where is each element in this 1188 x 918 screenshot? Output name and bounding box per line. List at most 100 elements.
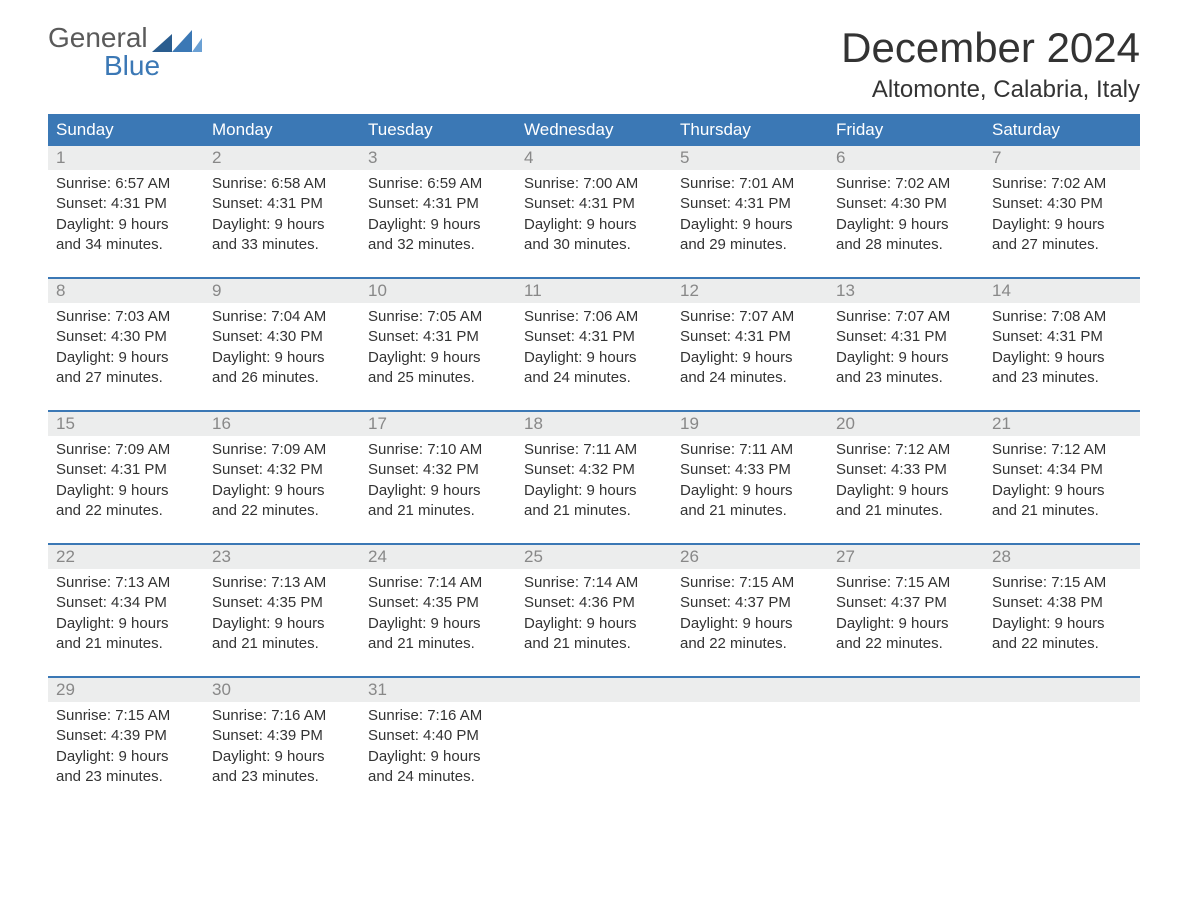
title-block: December 2024 Altomonte, Calabria, Italy: [841, 24, 1140, 104]
day-info: Sunrise: 7:11 AMSunset: 4:32 PMDaylight:…: [516, 436, 672, 521]
day-cell: 5Sunrise: 7:01 AMSunset: 4:31 PMDaylight…: [672, 146, 828, 255]
day-cell: [672, 678, 828, 787]
day-number: 31: [360, 678, 516, 702]
week-row: 29Sunrise: 7:15 AMSunset: 4:39 PMDayligh…: [48, 676, 1140, 787]
day-info: Sunrise: 7:02 AMSunset: 4:30 PMDaylight:…: [984, 170, 1140, 255]
day-number: 8: [48, 279, 204, 303]
day-number: 12: [672, 279, 828, 303]
month-title: December 2024: [841, 24, 1140, 72]
day-info: Sunrise: 7:07 AMSunset: 4:31 PMDaylight:…: [828, 303, 984, 388]
day-info: [828, 702, 984, 782]
logo-flag-icon: [152, 28, 202, 52]
day-info: Sunrise: 7:07 AMSunset: 4:31 PMDaylight:…: [672, 303, 828, 388]
day-info: Sunrise: 7:06 AMSunset: 4:31 PMDaylight:…: [516, 303, 672, 388]
day-cell: 11Sunrise: 7:06 AMSunset: 4:31 PMDayligh…: [516, 279, 672, 388]
day-info: Sunrise: 7:14 AMSunset: 4:36 PMDaylight:…: [516, 569, 672, 654]
day-number: 18: [516, 412, 672, 436]
day-cell: 8Sunrise: 7:03 AMSunset: 4:30 PMDaylight…: [48, 279, 204, 388]
day-cell: 28Sunrise: 7:15 AMSunset: 4:38 PMDayligh…: [984, 545, 1140, 654]
day-cell: 2Sunrise: 6:58 AMSunset: 4:31 PMDaylight…: [204, 146, 360, 255]
week-row: 1Sunrise: 6:57 AMSunset: 4:31 PMDaylight…: [48, 146, 1140, 255]
day-info: Sunrise: 7:16 AMSunset: 4:39 PMDaylight:…: [204, 702, 360, 787]
logo-word2: Blue: [104, 52, 202, 80]
header: General Blue December 2024 Altomonte, Ca…: [48, 24, 1140, 104]
day-cell: 25Sunrise: 7:14 AMSunset: 4:36 PMDayligh…: [516, 545, 672, 654]
day-info: Sunrise: 7:01 AMSunset: 4:31 PMDaylight:…: [672, 170, 828, 255]
day-number: 1: [48, 146, 204, 170]
day-of-week-header: SundayMondayTuesdayWednesdayThursdayFrid…: [48, 114, 1140, 146]
day-number: 26: [672, 545, 828, 569]
day-info: Sunrise: 7:09 AMSunset: 4:32 PMDaylight:…: [204, 436, 360, 521]
day-info: Sunrise: 7:15 AMSunset: 4:38 PMDaylight:…: [984, 569, 1140, 654]
day-cell: 27Sunrise: 7:15 AMSunset: 4:37 PMDayligh…: [828, 545, 984, 654]
day-number: 10: [360, 279, 516, 303]
day-number: [984, 678, 1140, 702]
day-cell: [516, 678, 672, 787]
dow-cell: Sunday: [48, 114, 204, 146]
day-number: 2: [204, 146, 360, 170]
day-info: Sunrise: 7:02 AMSunset: 4:30 PMDaylight:…: [828, 170, 984, 255]
day-number: 7: [984, 146, 1140, 170]
day-cell: 6Sunrise: 7:02 AMSunset: 4:30 PMDaylight…: [828, 146, 984, 255]
day-info: Sunrise: 7:00 AMSunset: 4:31 PMDaylight:…: [516, 170, 672, 255]
day-number: 24: [360, 545, 516, 569]
day-info: [984, 702, 1140, 782]
week-row: 22Sunrise: 7:13 AMSunset: 4:34 PMDayligh…: [48, 543, 1140, 654]
day-info: Sunrise: 7:15 AMSunset: 4:37 PMDaylight:…: [672, 569, 828, 654]
dow-cell: Monday: [204, 114, 360, 146]
day-cell: 24Sunrise: 7:14 AMSunset: 4:35 PMDayligh…: [360, 545, 516, 654]
day-number: 25: [516, 545, 672, 569]
dow-cell: Saturday: [984, 114, 1140, 146]
day-info: Sunrise: 7:12 AMSunset: 4:34 PMDaylight:…: [984, 436, 1140, 521]
day-cell: 4Sunrise: 7:00 AMSunset: 4:31 PMDaylight…: [516, 146, 672, 255]
day-number: 9: [204, 279, 360, 303]
day-cell: 17Sunrise: 7:10 AMSunset: 4:32 PMDayligh…: [360, 412, 516, 521]
day-number: 16: [204, 412, 360, 436]
day-info: Sunrise: 7:08 AMSunset: 4:31 PMDaylight:…: [984, 303, 1140, 388]
day-info: Sunrise: 7:05 AMSunset: 4:31 PMDaylight:…: [360, 303, 516, 388]
day-cell: 3Sunrise: 6:59 AMSunset: 4:31 PMDaylight…: [360, 146, 516, 255]
day-info: Sunrise: 7:13 AMSunset: 4:35 PMDaylight:…: [204, 569, 360, 654]
day-number: 21: [984, 412, 1140, 436]
day-info: [516, 702, 672, 782]
day-number: [516, 678, 672, 702]
day-cell: 21Sunrise: 7:12 AMSunset: 4:34 PMDayligh…: [984, 412, 1140, 521]
day-number: 14: [984, 279, 1140, 303]
day-info: Sunrise: 7:13 AMSunset: 4:34 PMDaylight:…: [48, 569, 204, 654]
day-number: 22: [48, 545, 204, 569]
day-info: Sunrise: 7:15 AMSunset: 4:39 PMDaylight:…: [48, 702, 204, 787]
day-cell: 26Sunrise: 7:15 AMSunset: 4:37 PMDayligh…: [672, 545, 828, 654]
day-info: Sunrise: 7:16 AMSunset: 4:40 PMDaylight:…: [360, 702, 516, 787]
day-number: 30: [204, 678, 360, 702]
day-cell: 10Sunrise: 7:05 AMSunset: 4:31 PMDayligh…: [360, 279, 516, 388]
day-info: Sunrise: 7:03 AMSunset: 4:30 PMDaylight:…: [48, 303, 204, 388]
day-cell: 16Sunrise: 7:09 AMSunset: 4:32 PMDayligh…: [204, 412, 360, 521]
day-cell: 19Sunrise: 7:11 AMSunset: 4:33 PMDayligh…: [672, 412, 828, 521]
dow-cell: Friday: [828, 114, 984, 146]
day-cell: [828, 678, 984, 787]
day-info: Sunrise: 7:12 AMSunset: 4:33 PMDaylight:…: [828, 436, 984, 521]
day-cell: 31Sunrise: 7:16 AMSunset: 4:40 PMDayligh…: [360, 678, 516, 787]
day-info: Sunrise: 6:57 AMSunset: 4:31 PMDaylight:…: [48, 170, 204, 255]
day-number: 13: [828, 279, 984, 303]
day-number: 4: [516, 146, 672, 170]
day-number: 19: [672, 412, 828, 436]
day-cell: 22Sunrise: 7:13 AMSunset: 4:34 PMDayligh…: [48, 545, 204, 654]
day-cell: 1Sunrise: 6:57 AMSunset: 4:31 PMDaylight…: [48, 146, 204, 255]
logo: General Blue: [48, 24, 202, 80]
day-number: 3: [360, 146, 516, 170]
day-number: [672, 678, 828, 702]
day-number: 28: [984, 545, 1140, 569]
day-cell: 14Sunrise: 7:08 AMSunset: 4:31 PMDayligh…: [984, 279, 1140, 388]
day-number: 23: [204, 545, 360, 569]
day-number: 20: [828, 412, 984, 436]
day-info: [672, 702, 828, 782]
day-cell: 12Sunrise: 7:07 AMSunset: 4:31 PMDayligh…: [672, 279, 828, 388]
day-number: 29: [48, 678, 204, 702]
day-info: Sunrise: 6:58 AMSunset: 4:31 PMDaylight:…: [204, 170, 360, 255]
day-number: 15: [48, 412, 204, 436]
day-number: 6: [828, 146, 984, 170]
day-cell: [984, 678, 1140, 787]
day-cell: 13Sunrise: 7:07 AMSunset: 4:31 PMDayligh…: [828, 279, 984, 388]
day-cell: 7Sunrise: 7:02 AMSunset: 4:30 PMDaylight…: [984, 146, 1140, 255]
